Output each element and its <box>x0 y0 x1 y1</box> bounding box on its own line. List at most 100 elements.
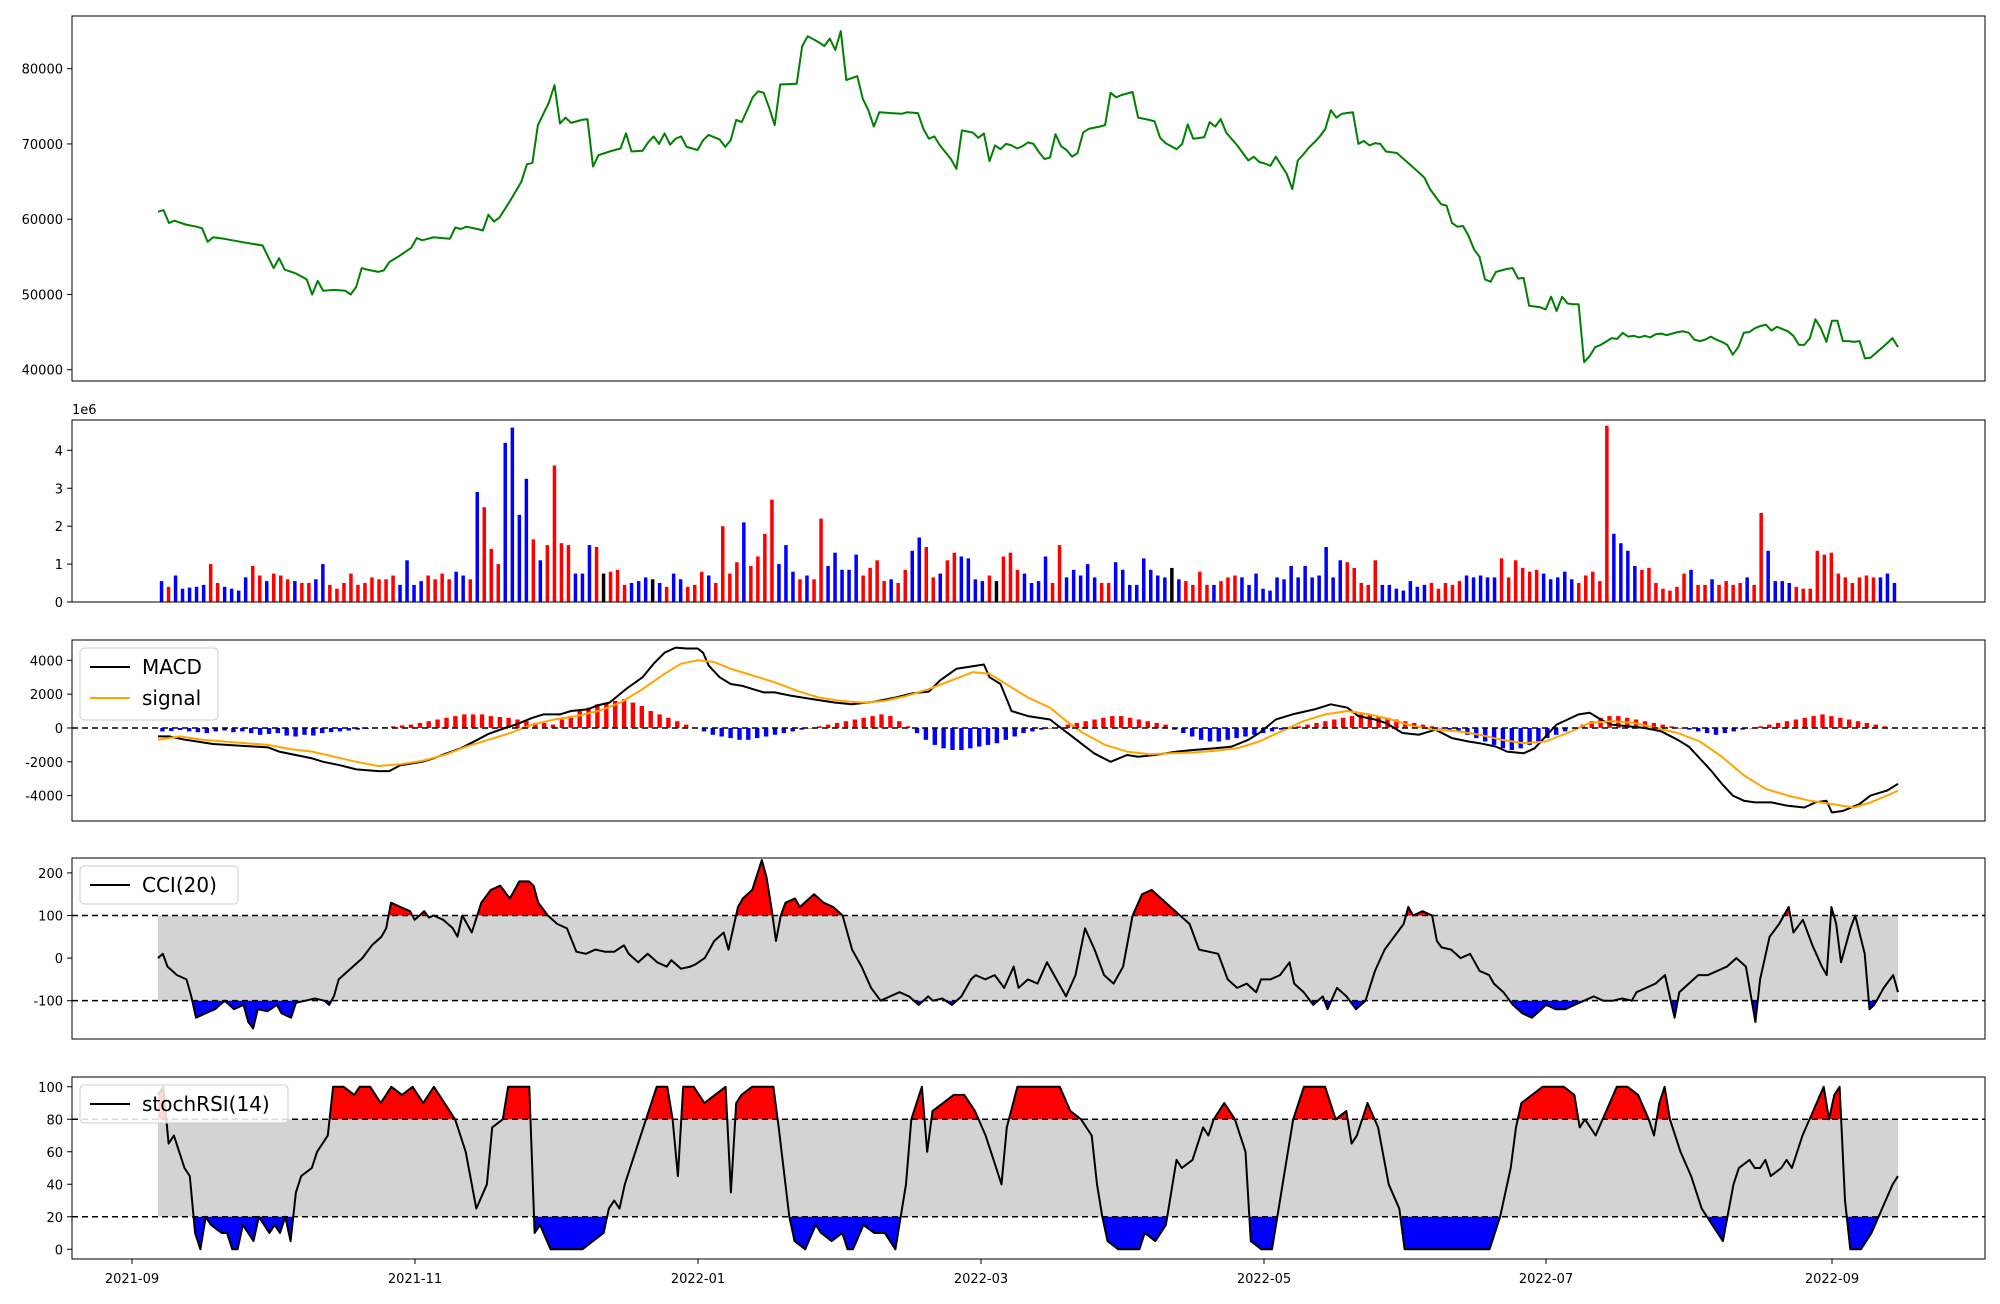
volume-bar <box>763 533 767 603</box>
volume-bar <box>1541 573 1546 602</box>
macd-hist-bar <box>630 702 636 728</box>
macd-hist-bar <box>879 714 884 728</box>
volume-bar <box>1752 584 1756 602</box>
volume-bar <box>721 526 725 602</box>
macd-hist-bar <box>195 728 201 733</box>
macd-hist-bar <box>391 726 396 728</box>
volume-bar <box>1871 577 1876 602</box>
volume-bar <box>671 573 676 602</box>
volume-bar <box>1689 569 1693 602</box>
volume-bar <box>833 552 837 602</box>
macd-hist-bar <box>1429 726 1435 728</box>
volume-bar <box>391 575 395 602</box>
volume-bar <box>1780 581 1784 602</box>
volume-bar <box>1380 584 1385 602</box>
volume-bar <box>896 583 900 602</box>
volume-bar <box>1619 543 1623 602</box>
legend-box-cci <box>79 865 239 905</box>
x-tick-label: 2022-03 <box>954 1272 1008 1287</box>
volume-bar <box>1401 590 1406 602</box>
macd-hist-bar <box>1314 722 1319 728</box>
volume-bar <box>279 575 283 602</box>
volume-bar <box>1633 566 1637 602</box>
volume-bar <box>1787 583 1791 602</box>
macd-hist-bar <box>1225 728 1230 740</box>
macd-hist-bar <box>1651 722 1656 728</box>
macd-hist-bar <box>320 728 325 734</box>
volume-bar <box>1387 584 1392 602</box>
volume-bar <box>657 583 662 602</box>
volume-bar <box>994 581 999 602</box>
macd-hist-bar <box>1713 728 1719 735</box>
volume-bar <box>1205 584 1209 602</box>
macd-hist-bar <box>1145 721 1150 728</box>
macd-hist-bar <box>1340 717 1346 728</box>
volume-bar <box>910 550 914 602</box>
x-tick-label: 2022-05 <box>1237 1272 1291 1287</box>
volume-bar <box>622 584 627 602</box>
volume-bar <box>1450 584 1455 602</box>
x-tick-label: 2022-07 <box>1519 1272 1573 1287</box>
volume-bar <box>1163 577 1167 602</box>
macd-hist-bar <box>1855 721 1861 728</box>
volume-bar <box>349 573 353 602</box>
volume-bar <box>272 573 276 602</box>
volume-bar <box>236 590 241 602</box>
volume-bar <box>1085 564 1090 602</box>
volume-bar <box>636 581 641 602</box>
volume-bar <box>222 586 227 602</box>
volume-bar <box>1212 584 1216 602</box>
volume-bar <box>903 569 907 602</box>
macd-hist-bar <box>799 728 804 730</box>
macd-hist-bar <box>826 724 831 728</box>
macd-hist-bar <box>710 728 715 735</box>
volume-bar <box>1548 579 1553 603</box>
volume-bar <box>286 579 290 603</box>
macd-hist-bar <box>648 711 653 728</box>
macd-hist-bar <box>639 706 644 728</box>
volume-bar <box>819 518 823 602</box>
macd-hist-bar <box>772 728 778 735</box>
volume-bar <box>1078 575 1083 602</box>
volume-bar <box>265 581 269 602</box>
volume-bar <box>917 537 921 602</box>
macd-hist-bar <box>1829 716 1834 728</box>
volume-bar <box>1289 566 1293 602</box>
macd-hist-bar <box>222 728 227 731</box>
volume-bar <box>461 575 465 602</box>
legend-label-stochrsi: stochRSI(14) <box>142 1092 270 1116</box>
y-tick-label-macd: 2000 <box>30 688 63 703</box>
macd-hist-bar <box>941 728 946 749</box>
stochrsi-overbought-fill <box>329 1086 455 1120</box>
macd-hist-bar <box>728 728 733 739</box>
macd-hist-bar <box>985 728 991 745</box>
stochrsi-line <box>157 1085 1899 1251</box>
volume-bar <box>159 581 164 602</box>
volume-bar <box>517 514 522 602</box>
panel-frame-cci <box>71 857 1986 1040</box>
macd-hist-bar <box>1518 728 1523 749</box>
stochrsi-overbought-fill <box>1829 1086 1841 1120</box>
volume-bar <box>1254 573 1258 602</box>
volume-bar <box>1310 577 1314 602</box>
volume-bar <box>1668 590 1672 602</box>
volume-bar <box>208 564 213 602</box>
macd-hist-bar <box>1048 728 1053 729</box>
macd-hist-bar <box>1500 728 1506 749</box>
macd-hist-bar <box>1456 728 1461 732</box>
macd-hist-bar <box>533 722 538 728</box>
volume-bar <box>307 583 311 602</box>
lines-layer <box>157 30 1899 1251</box>
macd-hist-bar <box>1136 719 1142 728</box>
macd-hist-bar <box>488 716 494 728</box>
macd-hist-bar <box>257 728 263 735</box>
macd-hist-bar <box>1420 724 1426 728</box>
volume-bar <box>945 560 950 602</box>
y-tick-label-stochrsi: 20 <box>46 1211 63 1226</box>
volume-bar <box>742 522 746 602</box>
volume-bar <box>791 571 795 602</box>
macd-hist-bar <box>1252 728 1257 735</box>
axes-layer <box>67 15 1986 1264</box>
macd-hist-bar <box>328 728 334 733</box>
volume-bar <box>980 581 985 602</box>
